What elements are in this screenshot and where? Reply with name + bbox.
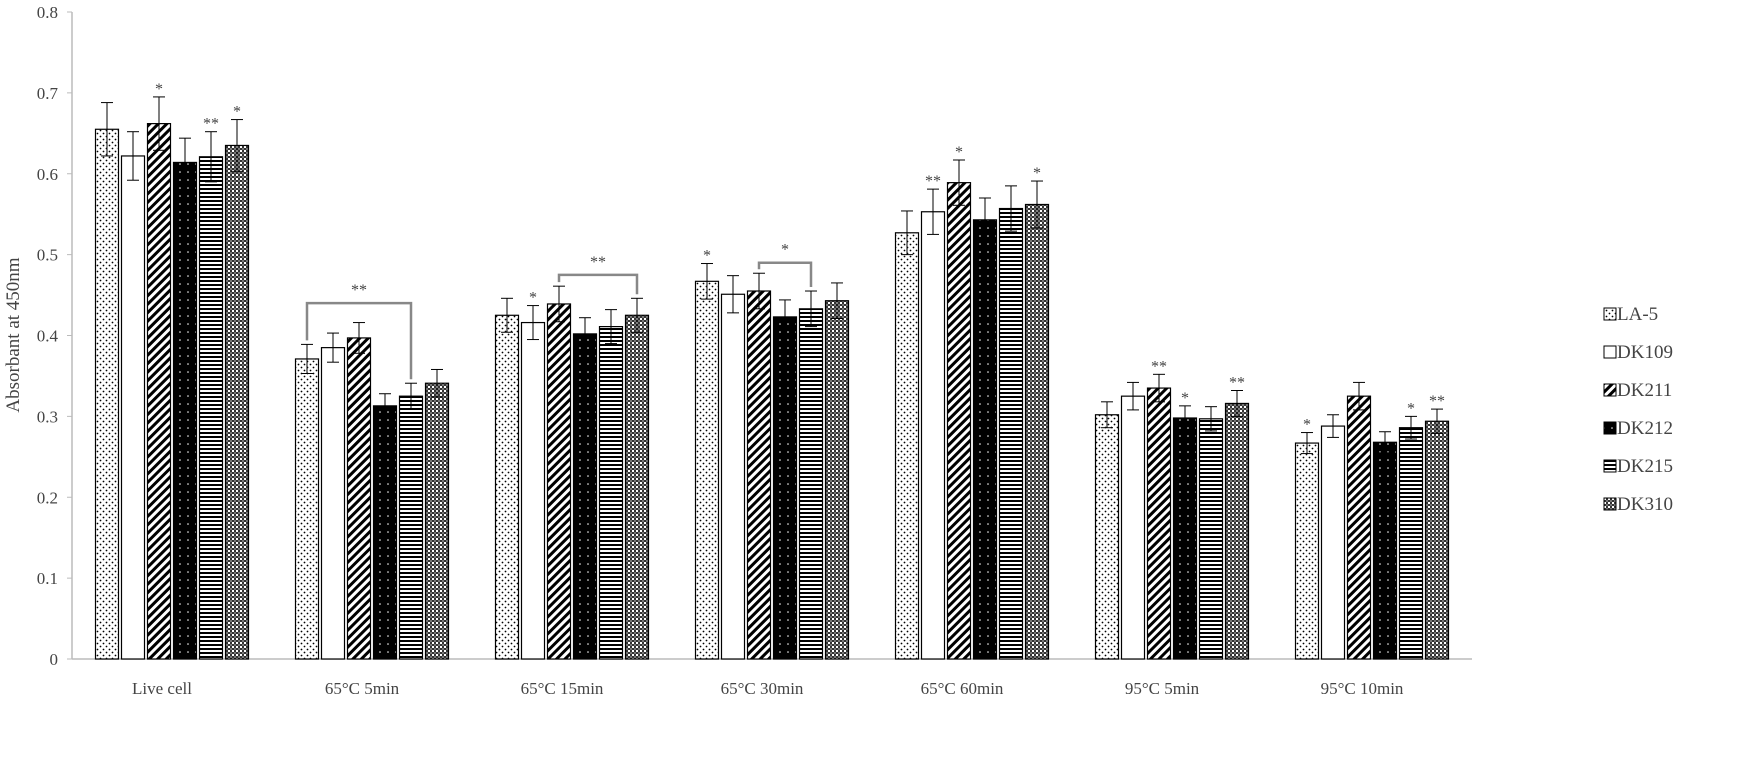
significance-marker: ** — [351, 282, 367, 299]
bar-DK310 — [624, 314, 650, 660]
legend-label: DK310 — [1617, 494, 1673, 515]
bar-DK212 — [572, 333, 598, 660]
significance-marker: ** — [203, 116, 219, 133]
significance-marker: ** — [1429, 393, 1445, 410]
bar-LA-5 — [1094, 414, 1120, 660]
significance-bracket — [305, 301, 413, 380]
y-axis-label: Absorbant at 450nm — [3, 257, 24, 412]
bar-DK212 — [172, 161, 198, 660]
significance-marker: ** — [1151, 358, 1167, 375]
bar-DK211 — [346, 337, 372, 660]
bar-DK211 — [1346, 395, 1372, 660]
legend-swatch — [1603, 497, 1617, 511]
bar-LA-5 — [894, 232, 920, 660]
y-tick-label: 0.5 — [37, 246, 58, 265]
bar-DK211 — [946, 182, 972, 660]
legend-label: LA-5 — [1617, 304, 1658, 325]
bar-DK212 — [1372, 441, 1398, 660]
significance-bracket — [757, 261, 813, 288]
significance-marker: * — [155, 81, 163, 98]
bar-DK109 — [320, 347, 346, 660]
y-tick-label: 0.2 — [37, 488, 58, 507]
significance-marker: * — [1033, 165, 1041, 182]
legend-label: DK212 — [1617, 418, 1673, 439]
x-tick-label: 95°C 5min — [1125, 679, 1200, 698]
significance-bracket — [557, 273, 639, 295]
bar-DK212 — [372, 405, 398, 660]
y-tick-label: 0.4 — [37, 327, 59, 346]
significance-marker: * — [1303, 417, 1311, 434]
legend-swatch — [1603, 383, 1617, 397]
significance-marker: ** — [590, 254, 606, 271]
bar-DK215 — [598, 326, 624, 660]
bar-DK310 — [1224, 402, 1250, 660]
x-tick-label: 65°C 30min — [721, 679, 804, 698]
legend-label: DK211 — [1617, 380, 1672, 401]
bar-DK109 — [720, 293, 746, 660]
legend-swatch — [1603, 459, 1617, 473]
bar-LA-5 — [494, 314, 520, 660]
bar-DK109 — [920, 211, 946, 660]
bar-DK212 — [972, 219, 998, 660]
bar-DK211 — [146, 123, 172, 660]
x-tick-label: Live cell — [132, 679, 192, 698]
bar-DK109 — [120, 155, 146, 660]
bar-DK215 — [1198, 418, 1224, 660]
significance-marker: * — [781, 242, 789, 259]
y-tick-label: 0.7 — [37, 84, 59, 103]
bar-DK211 — [1146, 387, 1172, 660]
bar-DK310 — [1024, 203, 1050, 660]
legend-label: DK109 — [1617, 342, 1673, 363]
significance-marker: * — [703, 248, 711, 265]
bar-LA-5 — [94, 128, 120, 660]
bar-DK310 — [424, 382, 450, 660]
bar-DK215 — [798, 308, 824, 660]
x-tick-label: 65°C 5min — [325, 679, 400, 698]
x-tick-label: 95°C 10min — [1321, 679, 1404, 698]
bar-DK109 — [1320, 425, 1346, 660]
y-tick-label: 0.6 — [37, 165, 58, 184]
significance-marker: * — [1407, 400, 1415, 417]
bar-LA-5 — [694, 280, 720, 660]
significance-marker: * — [529, 290, 537, 307]
bar-DK211 — [546, 303, 572, 660]
bar-LA-5 — [1294, 442, 1320, 660]
bar-DK109 — [1120, 395, 1146, 660]
bar-DK109 — [520, 321, 546, 660]
legend-swatch — [1603, 421, 1617, 435]
bar-DK310 — [224, 144, 250, 660]
significance-marker: * — [1181, 390, 1189, 407]
bar-DK215 — [198, 156, 224, 660]
bar-DK310 — [824, 300, 850, 660]
significance-marker: ** — [925, 173, 941, 190]
bar-DK215 — [398, 395, 424, 660]
y-tick-label: 0.1 — [37, 569, 58, 588]
legend-swatch — [1603, 307, 1617, 321]
x-tick-label: 65°C 15min — [521, 679, 604, 698]
y-tick-label: 0 — [50, 650, 59, 669]
bar-LA-5 — [294, 358, 320, 660]
x-tick-label: 65°C 60min — [921, 679, 1004, 698]
bar-DK215 — [998, 207, 1024, 660]
bar-DK212 — [772, 316, 798, 660]
significance-marker: * — [233, 104, 241, 121]
bar-DK211 — [746, 290, 772, 660]
legend-swatch — [1603, 345, 1617, 359]
y-tick-label: 0.8 — [37, 3, 58, 22]
bar-DK212 — [1172, 417, 1198, 660]
legend-label: DK215 — [1617, 456, 1673, 477]
significance-marker: ** — [1229, 374, 1245, 391]
y-tick-label: 0.3 — [37, 407, 58, 426]
bar-DK310 — [1424, 420, 1450, 660]
significance-marker: * — [955, 144, 963, 161]
bar-DK215 — [1398, 427, 1424, 660]
